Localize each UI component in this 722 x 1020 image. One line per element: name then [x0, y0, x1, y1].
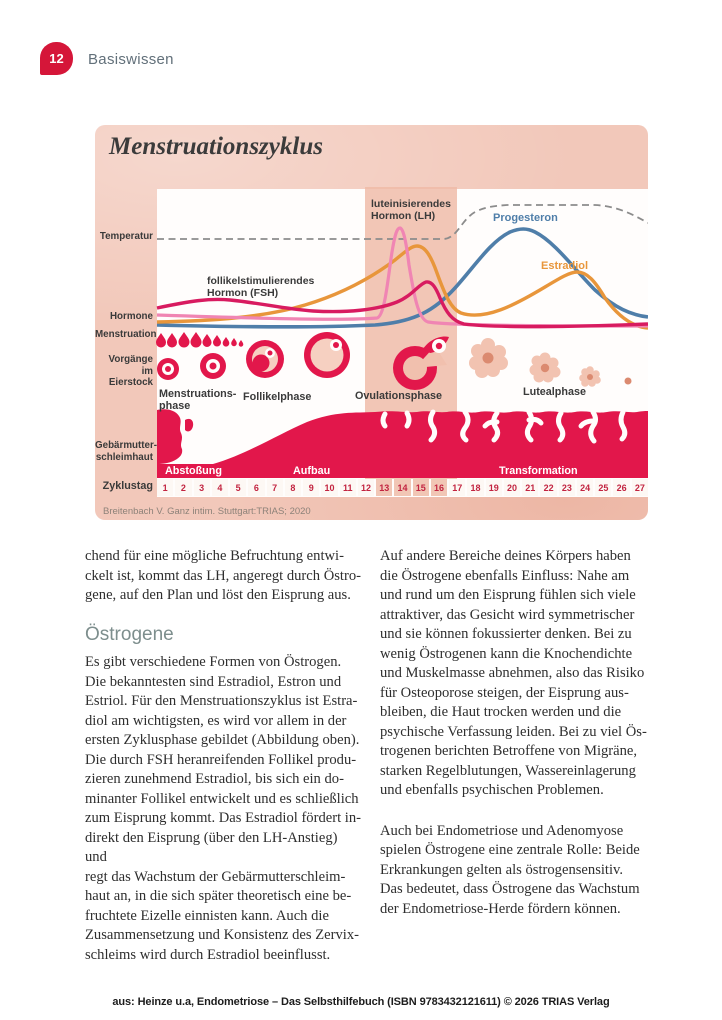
progesteron-curve-label: Progesteron [493, 212, 558, 224]
temperatur-curve [157, 204, 648, 240]
left-paragraph-2: Es gibt verschiedene Formen von Östrogen… [85, 654, 362, 963]
cycle-day-14: 14 [394, 479, 411, 496]
fsh-curve [156, 280, 648, 329]
axis-label-temperatur: Temperatur [99, 231, 153, 242]
corpus-luteum-icons [469, 338, 632, 387]
phase-label-ovulationsphase: Ovulationsphase [355, 390, 442, 402]
cycle-day-3: 3 [193, 479, 210, 496]
cycle-day-7: 7 [266, 479, 283, 496]
menstruation-cycle-diagram: Menstruationszyklus [95, 125, 648, 520]
subheading-oestrogene: Östrogene [85, 623, 174, 645]
follicle-stage-2-icon [200, 353, 226, 379]
cycle-day-20: 20 [503, 479, 521, 496]
fsh-curve-label: follikelstimulierendes Hormon (FSH) [207, 275, 315, 299]
cycle-day-1: 1 [157, 479, 174, 496]
cycle-day-9: 9 [303, 479, 320, 496]
cycle-day-25: 25 [595, 479, 612, 496]
estradiol-curve [156, 244, 648, 330]
article-left-column: chend für eine mögliche Befruchtung entw… [85, 547, 363, 965]
strip-label-transformation: Transformation [499, 465, 578, 477]
cycle-day-6: 6 [248, 479, 265, 496]
phase-label-menstruationsphase: Menstruations- phase [159, 388, 237, 412]
cycle-day-23: 23 [558, 479, 575, 496]
cycle-day-15: 15 [412, 479, 429, 496]
cycle-day-5: 5 [230, 479, 247, 496]
cycle-day-8: 8 [284, 479, 302, 496]
axis-label-vorgaenge-im-eierstock: Vorgänge im Eierstock [108, 354, 153, 388]
diagram-title: Menstruationszyklus [109, 133, 323, 160]
phase-label-follikelphase: Follikelphase [243, 391, 312, 403]
cycle-day-row: 1 2 3 4 5 6 7 8 9 10 11 12 13 14 15 16 17 18 19 20 21 22 23 24 2… [157, 479, 648, 496]
menstruation-droplets-icon [156, 332, 244, 348]
strip-label-aufbau: Aufbau [293, 465, 331, 477]
right-paragraph-2: Auch bei Endometriose und Adenomyose spi… [380, 822, 640, 917]
axis-label-hormone: Hormone [109, 311, 153, 322]
cycle-day-21: 21 [522, 479, 539, 496]
cycle-day-18: 18 [467, 479, 484, 496]
progesteron-curve [156, 227, 648, 329]
diagram-source-citation: Breitenbach V. Ganz intim. Stuttgart:TRI… [103, 506, 311, 517]
cycle-day-27: 27 [631, 479, 648, 496]
follicle-stage-3-icon [246, 340, 284, 378]
follicle-stage-1-icon [157, 358, 179, 380]
axis-label-zyklustag: Zyklustag [102, 480, 153, 492]
endometrium-graphic [157, 409, 648, 478]
cycle-chart-graphic [156, 187, 648, 479]
footer-citation: aus: Heinze u.a, Endometriose – Das Selb… [112, 996, 610, 1008]
cycle-day-4: 4 [211, 479, 229, 496]
cycle-day-22: 22 [540, 479, 557, 496]
cycle-day-10: 10 [321, 479, 338, 496]
follicle-stage-4-icon [304, 332, 350, 378]
cycle-day-24: 24 [576, 479, 594, 496]
axis-label-gebaermutterschleimhaut: Gebärmutter- schleimhaut [95, 440, 158, 463]
left-paragraph-1: chend für eine mögliche Befruchtung entw… [85, 548, 361, 603]
strip-label-abstossung: Abstoßung [165, 465, 222, 477]
axis-label-menstruation: Menstruation [95, 329, 157, 340]
cycle-day-13: 13 [376, 479, 393, 496]
cycle-day-19: 19 [485, 479, 502, 496]
cycle-day-2: 2 [175, 479, 192, 496]
cycle-day-16: 16 [430, 479, 448, 496]
cycle-day-17: 17 [449, 479, 466, 496]
page-number: 12 [49, 51, 64, 66]
article-right-column: Auf andere Bereiche deines Körpers haben… [380, 547, 658, 919]
phase-label-lutealphase: Lutealphase [523, 386, 586, 398]
estradiol-curve-label: Estradiol [541, 260, 589, 272]
right-paragraph-1: Auf andere Bereiche deines Körpers haben… [380, 548, 647, 798]
cycle-day-26: 26 [613, 479, 630, 496]
cycle-day-11: 11 [339, 479, 356, 496]
cycle-day-12: 12 [357, 479, 375, 496]
page-number-badge: 12 [40, 42, 73, 75]
section-title: Basiswissen [88, 51, 174, 68]
lh-curve [156, 226, 648, 328]
ovulation-icon [393, 336, 449, 390]
lh-curve-label: luteinisierendes Hormon (LH) [371, 198, 451, 222]
